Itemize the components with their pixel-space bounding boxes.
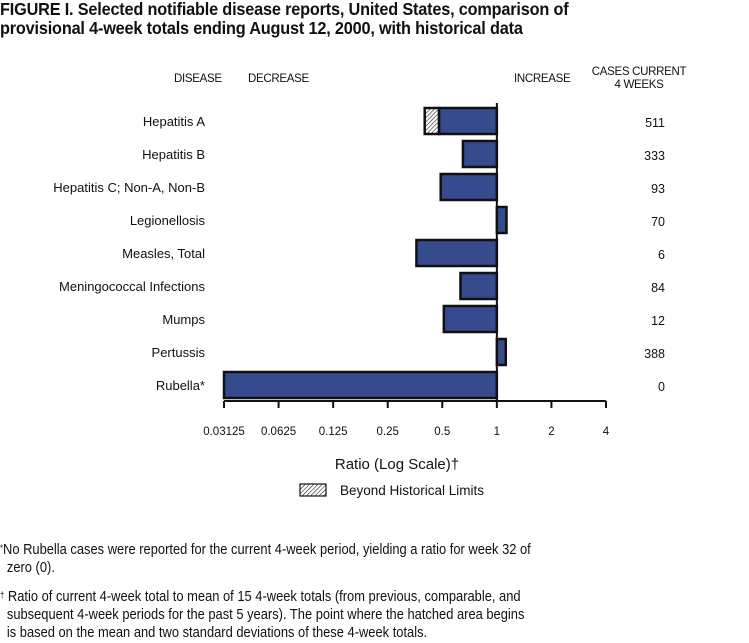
cases-count: 511 <box>645 116 665 130</box>
bar <box>415 238 499 268</box>
x-tick-label: 0.125 <box>319 426 348 438</box>
bar <box>459 271 499 301</box>
category-label: Rubella* <box>156 378 205 393</box>
category-label: Meningococcal Infections <box>59 279 205 294</box>
cases-count: 12 <box>651 314 665 328</box>
figure-title-line-1: FIGURE I. Selected notifiable disease re… <box>0 0 569 19</box>
bar-hatched-segment <box>423 106 441 136</box>
footnote-rubella-line-2: zero (0). <box>6 559 55 576</box>
cases-count: 0 <box>658 380 665 394</box>
category-label: Hepatitis B <box>142 147 205 162</box>
x-tick-label: 1 <box>494 426 500 438</box>
cases-count: 388 <box>644 347 665 361</box>
figure-title: FIGURE I. Selected notifiable disease re… <box>0 0 697 38</box>
bar <box>461 139 499 169</box>
bar <box>437 106 499 136</box>
footnote-ratio-line-3: is based on the mean and two standard de… <box>6 624 428 641</box>
category-label: Hepatitis A <box>143 114 205 129</box>
footnote-ratio: † Ratio of current 4-week total to mean … <box>0 588 524 642</box>
cases-count: 6 <box>658 248 665 262</box>
footnote-ratio-mark: † <box>0 590 5 600</box>
x-tick-label: 0.03125 <box>203 426 245 438</box>
category-label: Pertussis <box>152 345 206 360</box>
category-label: Legionellosis <box>130 213 206 228</box>
cases-count: 93 <box>651 182 665 196</box>
footnote-ratio-line-2: subsequent 4-week periods for the past 5… <box>6 606 525 623</box>
category-label: Hepatitis C; Non-A, Non-B <box>53 180 205 195</box>
category-label: Measles, Total <box>122 246 205 261</box>
category-label: Mumps <box>162 312 205 327</box>
x-tick-label: 0.0625 <box>261 426 296 438</box>
decrease-header: DECREASE <box>248 73 309 85</box>
bar <box>495 337 508 367</box>
footnote-rubella: *No Rubella cases were reported for the … <box>0 541 531 577</box>
x-tick-label: 2 <box>548 426 554 438</box>
footnote-rubella-mark: * <box>0 543 4 553</box>
footnote-ratio-line-1: Ratio of current 4-week total to mean of… <box>7 588 521 605</box>
x-tick-label: 0.25 <box>377 426 399 438</box>
x-tick-label: 4 <box>603 426 610 438</box>
bar <box>442 304 499 334</box>
figure-title-line-2: provisional 4-week totals ending August … <box>0 18 523 38</box>
bar <box>439 172 499 202</box>
increase-header: INCREASE <box>514 73 571 85</box>
x-axis-label: Ratio (Log Scale)† <box>335 456 459 473</box>
disease-column-header: DISEASE <box>174 73 222 85</box>
footnote-rubella-line-1: No Rubella cases were reported for the c… <box>3 541 531 558</box>
legend-label: Beyond Historical Limits <box>340 483 484 498</box>
cases-column-header: CASES CURRENT 4 WEEKS <box>582 66 696 92</box>
cases-count: 333 <box>644 149 665 163</box>
chart: Hepatitis A 511 Hepatitis B 333 Hepatitis C;… <box>53 103 665 498</box>
bar <box>222 370 499 400</box>
bar <box>495 205 508 235</box>
legend-hatched-swatch <box>299 483 327 497</box>
cases-header-line-1: CASES CURRENT <box>591 66 687 78</box>
x-tick-label: 0.5 <box>434 426 450 438</box>
cases-header-line-2: 4 WEEKS <box>614 79 664 91</box>
cases-count: 70 <box>651 215 665 229</box>
cases-count: 84 <box>651 281 665 295</box>
